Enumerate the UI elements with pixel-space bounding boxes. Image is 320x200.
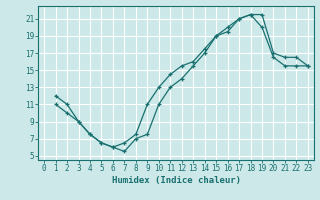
X-axis label: Humidex (Indice chaleur): Humidex (Indice chaleur) (111, 176, 241, 185)
